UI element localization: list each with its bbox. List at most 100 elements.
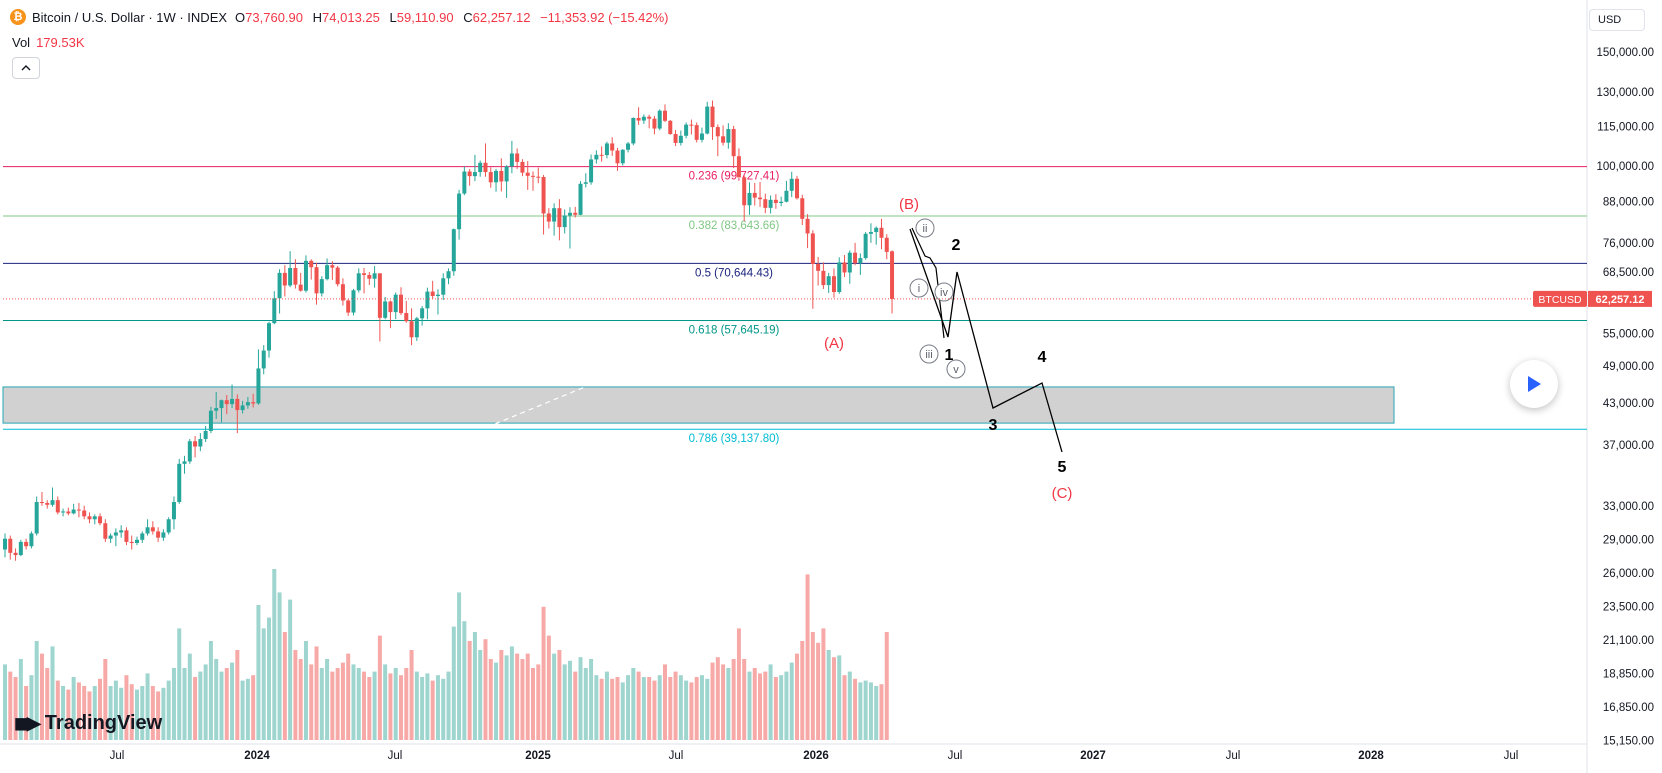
volume-bar xyxy=(13,677,18,740)
volume-bar xyxy=(863,680,868,740)
candle-body xyxy=(531,175,535,177)
price-axis-label: 55,000.00 xyxy=(1603,329,1654,341)
volume-bar xyxy=(261,628,266,740)
wave-minor-circle xyxy=(915,218,935,238)
candle-body xyxy=(805,218,810,234)
candle-body xyxy=(45,502,50,505)
candle-body xyxy=(8,538,13,553)
candle-body xyxy=(13,552,18,556)
volume-bar xyxy=(795,653,799,740)
candle-body xyxy=(731,129,736,157)
volume-bar xyxy=(557,650,562,740)
candle-body xyxy=(631,117,636,144)
play-button[interactable] xyxy=(1510,360,1558,408)
candle-body xyxy=(29,533,34,547)
price-tag: 62,257.12 xyxy=(1596,294,1645,306)
candle-body xyxy=(187,441,192,462)
volume-bar xyxy=(657,675,662,740)
volume-bar xyxy=(858,682,863,740)
volume-bar xyxy=(509,646,514,740)
volume-bar xyxy=(567,660,572,740)
time-axis-label: Jul xyxy=(1504,750,1519,762)
volume-bar xyxy=(721,664,726,740)
candle-body xyxy=(641,116,646,121)
price-tag-box xyxy=(1588,290,1652,307)
candle-body xyxy=(779,201,784,204)
candle-body xyxy=(483,162,488,173)
candle-body xyxy=(103,523,108,539)
candle-body xyxy=(135,539,139,543)
volume-bar xyxy=(309,664,314,740)
volume-bar xyxy=(108,686,113,740)
volume-bar xyxy=(61,686,66,740)
volume-bar xyxy=(282,632,287,740)
volume-bar xyxy=(92,686,97,740)
volume-bar xyxy=(314,646,319,740)
time-axis-label: 2027 xyxy=(1080,750,1106,762)
candle-body xyxy=(457,193,462,230)
volume-bar xyxy=(636,671,641,740)
candle-body xyxy=(573,212,578,215)
volume-bar xyxy=(319,668,324,740)
price-axis-label: 76,000.00 xyxy=(1603,238,1654,250)
volume-bar xyxy=(546,635,551,740)
candle-body xyxy=(684,124,689,136)
volume-bar xyxy=(330,671,335,740)
candle-body xyxy=(156,531,161,538)
candle-body xyxy=(763,199,768,208)
volume-bar xyxy=(245,678,250,740)
low-value: 59,110.90 xyxy=(396,9,454,25)
tradingview-logo: ◼▶ TradingView xyxy=(14,712,162,735)
volume-bar xyxy=(3,664,7,740)
candle-body xyxy=(509,153,514,167)
currency-selector[interactable]: USD xyxy=(1589,9,1645,31)
volume-bar xyxy=(541,606,546,740)
volume-bar xyxy=(472,632,477,740)
volume-bar xyxy=(641,677,646,740)
candle-body xyxy=(288,267,293,286)
volume-bar xyxy=(356,668,361,740)
volume-bar xyxy=(55,680,60,740)
volume-bar xyxy=(124,675,129,740)
symbol-title[interactable]: Bitcoin / U.S. Dollar · 1W · INDEX xyxy=(32,9,228,25)
close-value: 62,257.12 xyxy=(472,9,531,25)
candle-body xyxy=(430,291,435,297)
candle-body xyxy=(578,183,583,215)
candle-body xyxy=(699,133,704,140)
candle-body xyxy=(853,252,858,264)
volume-bar xyxy=(504,655,509,740)
candle-body xyxy=(441,278,446,295)
candle-body xyxy=(261,350,266,369)
candle-body xyxy=(71,509,76,514)
candle-body xyxy=(752,192,757,198)
candle-body xyxy=(594,154,599,160)
candle-body xyxy=(837,262,842,293)
candle-body xyxy=(768,199,773,208)
price-axis-label: 18,850.00 xyxy=(1603,669,1654,681)
candle-body xyxy=(715,127,720,137)
volume-bar xyxy=(536,664,541,740)
candle-body xyxy=(335,267,340,285)
wave-label-major: (A) xyxy=(824,335,844,352)
symbol-header[interactable]: ₿ Bitcoin / U.S. Dollar · 1W · INDEX O73… xyxy=(10,9,675,25)
wave-label-projection: 1 xyxy=(945,347,954,364)
volume-legend[interactable]: Vol 179.53K xyxy=(12,35,85,50)
volume-bar xyxy=(150,686,155,740)
price-axis-label: 16,850.00 xyxy=(1603,702,1654,714)
collapse-legend-button[interactable] xyxy=(12,57,40,79)
volume-bar xyxy=(441,678,446,740)
fib-label: 0.618 (57,645.19) xyxy=(689,325,780,337)
candle-body xyxy=(224,400,229,405)
candle-body xyxy=(330,265,335,268)
candle-body xyxy=(340,284,345,301)
wave-label-major: (B) xyxy=(899,196,919,213)
price-axis-label: 130,000.00 xyxy=(1596,87,1654,99)
candle-body xyxy=(789,178,794,191)
volume-bar xyxy=(430,680,435,740)
price-axis-label: 26,000.00 xyxy=(1603,568,1654,580)
volume-bar xyxy=(351,664,356,740)
candle-body xyxy=(367,274,372,279)
candle-body xyxy=(161,532,166,538)
volume-bar xyxy=(668,677,673,740)
